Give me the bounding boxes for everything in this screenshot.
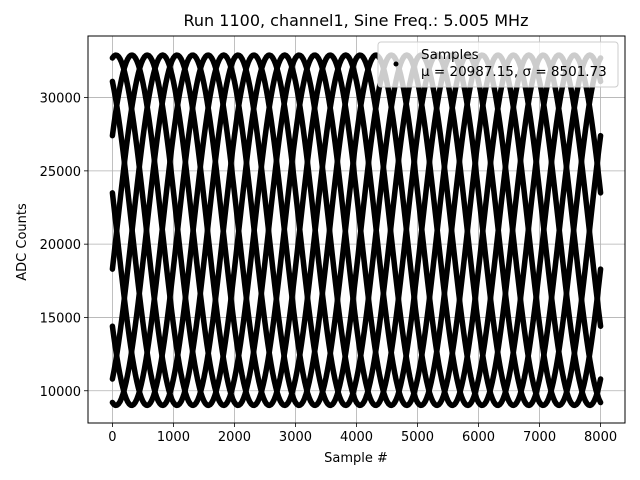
- x-tick-label: 3000: [279, 430, 312, 445]
- ticks: 0 1000 2000 3000 4000 5000 6000 7000 8000 10000 15…: [40, 92, 617, 445]
- x-tick-label: 4000: [340, 430, 373, 445]
- y-tick-label: 10000: [40, 385, 81, 400]
- x-tick-label: 5000: [401, 430, 434, 445]
- x-tick-label: 7000: [523, 430, 556, 445]
- sample-trace: [109, 52, 604, 409]
- legend-box: [377, 41, 619, 88]
- x-tick-label: 8000: [584, 430, 617, 445]
- x-tick-label: 6000: [462, 430, 495, 445]
- legend-stats: μ = 20987.15, σ = 8501.73: [421, 64, 607, 80]
- x-axis-label: Sample #: [324, 451, 388, 466]
- y-tick-label: 20000: [40, 238, 81, 253]
- y-tick-label: 15000: [40, 311, 81, 326]
- legend-label: Samples: [421, 47, 479, 63]
- chart-title: Run 1100, channel1, Sine Freq.: 5.005 MH…: [184, 11, 529, 30]
- legend: Samples μ = 20987.15, σ = 8501.73: [377, 41, 619, 88]
- x-tick-label: 0: [108, 430, 116, 445]
- y-tick-label: 30000: [40, 92, 81, 107]
- x-tick-label: 1000: [157, 430, 190, 445]
- x-tick-label: 2000: [218, 430, 251, 445]
- legend-marker: [393, 61, 399, 67]
- sample-trace: [109, 52, 604, 409]
- y-axis-label: ADC Counts: [15, 203, 30, 281]
- y-tick-label: 25000: [40, 165, 81, 180]
